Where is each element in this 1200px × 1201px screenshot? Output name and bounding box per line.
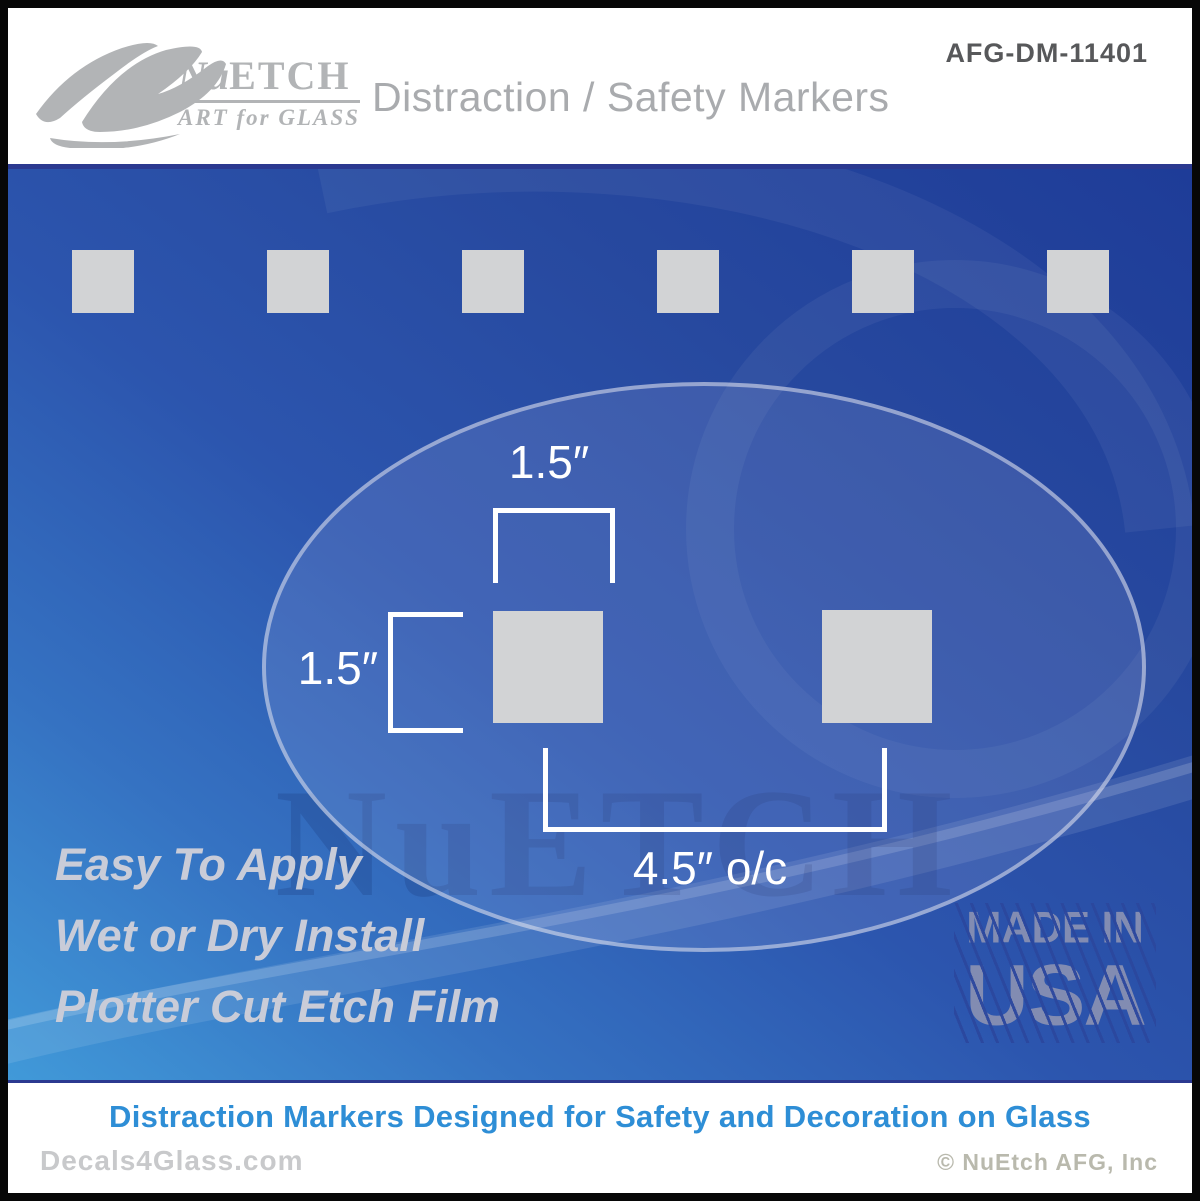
spacing-dimension-bracket: [543, 748, 887, 832]
height-dimension-bracket: [388, 612, 463, 733]
logo-subtitle: ART for GLASS: [178, 105, 360, 130]
width-dimension-bracket: [493, 508, 615, 583]
footer-tagline: Distraction Markers Designed for Safety …: [109, 1099, 1091, 1134]
copyright-text: © NuEtch AFG, Inc: [937, 1149, 1158, 1175]
made-in-line: MADE IN: [966, 902, 1144, 953]
marker-square: [1047, 250, 1109, 313]
feature-wet-dry: Wet or Dry Install: [55, 910, 425, 961]
marker-square: [72, 250, 134, 313]
frame-border-left: [0, 0, 8, 1201]
nuetch-logo-text: NuETCH ART for GLASS: [178, 52, 360, 131]
frame-border-top: [0, 0, 1200, 8]
nuetch-logo-swoosh-icon: [36, 42, 226, 148]
height-dimension-label: 1.5″: [297, 642, 378, 694]
made-in-usa-stamp: MADE IN USA: [954, 902, 1156, 1044]
spacing-dimension-label: 4.5″ o/c: [632, 842, 788, 894]
diagram-marker-square-left: [493, 611, 603, 723]
page-title: Distraction / Safety Markers: [372, 74, 890, 120]
header: NuETCH ART for GLASS Distraction / Safet…: [0, 8, 1200, 164]
feature-easy-apply: Easy To Apply: [55, 839, 362, 890]
feature-plotter-cut: Plotter Cut Etch Film: [55, 981, 501, 1032]
usa-line: USA: [965, 946, 1147, 1044]
feature-list: Easy To Apply Wet or Dry Install Plotter…: [55, 829, 500, 1042]
diagram-ellipse: [262, 382, 1146, 952]
frame-border-bottom: [0, 1193, 1200, 1201]
marker-square: [657, 250, 719, 313]
footer-divider: [0, 1080, 1200, 1083]
width-dimension-label: 1.5″: [508, 436, 590, 488]
footer: Distraction Markers Designed for Safety …: [0, 1083, 1200, 1193]
marker-square: [852, 250, 914, 313]
frame-border-right: [1192, 0, 1200, 1201]
logo-name: NuETCH: [178, 52, 360, 103]
marker-square: [267, 250, 329, 313]
website-text: Decals4Glass.com: [40, 1145, 304, 1176]
header-divider: [0, 164, 1200, 169]
diagram-marker-square-right: [822, 610, 932, 723]
product-code: AFG-DM-11401: [945, 38, 1148, 68]
marker-square: [462, 250, 524, 313]
main-panel: NuETCH 1.5″ 1.5″ 4.5″ o/c Easy To Apply …: [0, 169, 1200, 1080]
